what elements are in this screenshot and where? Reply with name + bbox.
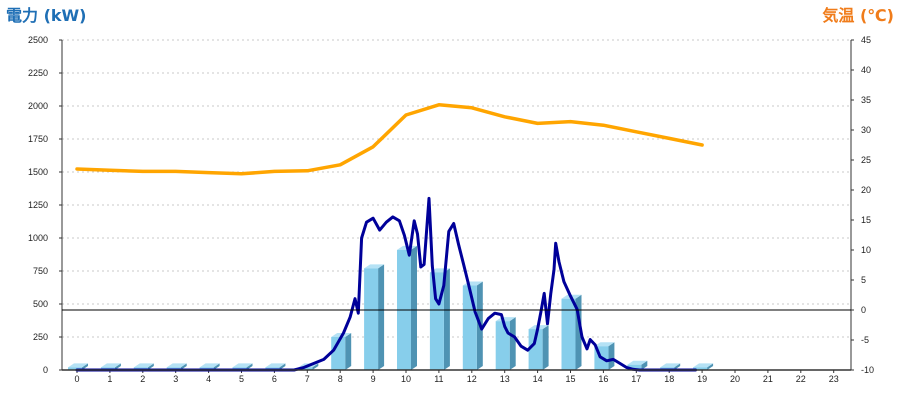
power-bar — [693, 363, 714, 370]
x-axis: 0 1 2 3 4 5 6 7 8 9 10 11 12 13 14 15 16 17 18 19 20 21 22 23 — [74, 370, 839, 384]
x-tick-label: 19 — [697, 374, 707, 384]
power-bars — [68, 245, 714, 370]
right-tick-label: -10 — [861, 365, 874, 375]
power-bar — [68, 363, 88, 370]
x-tick-label: 23 — [829, 374, 839, 384]
x-tick-label: 17 — [631, 374, 641, 384]
x-tick-label: 11 — [434, 374, 443, 384]
x-tick-label: 10 — [401, 374, 411, 384]
right-tick-label: 10 — [861, 245, 871, 255]
temperature-line — [75, 103, 704, 176]
left-tick-label: 1250 — [28, 200, 48, 210]
x-tick-label: 22 — [796, 374, 806, 384]
right-tick-label: 15 — [861, 215, 871, 225]
right-tick-label: 40 — [861, 65, 871, 75]
left-axis-title: 電力 (kW) — [6, 6, 87, 25]
left-tick-label: 500 — [33, 299, 48, 309]
x-tick-label: 4 — [206, 374, 211, 384]
right-tick-label: 5 — [861, 275, 866, 285]
left-axis: 0 250 500 750 1000 1250 1500 1750 2000 2250 2500 — [28, 35, 62, 375]
plot-frame — [61, 40, 852, 371]
left-tick-label: 250 — [33, 332, 48, 342]
power-bar — [495, 317, 516, 370]
left-tick-label: 1500 — [28, 167, 48, 177]
power-bar — [528, 325, 549, 370]
power-bar — [561, 294, 582, 370]
left-tick-label: 1000 — [28, 233, 48, 243]
right-axis-title: 気温 (℃) — [822, 6, 894, 25]
x-tick-label: 8 — [338, 374, 343, 384]
data-lines — [75, 103, 704, 372]
left-tick-label: 750 — [33, 266, 48, 276]
power-line — [75, 196, 697, 372]
right-tick-label: 30 — [861, 125, 871, 135]
left-tick-label: 1750 — [28, 134, 48, 144]
x-tick-label: 2 — [140, 374, 145, 384]
x-tick-label: 15 — [565, 374, 575, 384]
x-tick-label: 12 — [467, 374, 477, 384]
x-tick-label: 13 — [500, 374, 510, 384]
power-bar — [627, 360, 648, 370]
power-bar — [331, 333, 352, 370]
x-tick-label: 6 — [272, 374, 277, 384]
left-tick-label: 2500 — [28, 35, 48, 45]
x-tick-label: 1 — [107, 374, 112, 384]
x-tick-label: 21 — [763, 374, 773, 384]
right-tick-label: 25 — [861, 155, 871, 165]
gridlines — [62, 39, 851, 338]
x-tick-label: 20 — [730, 374, 740, 384]
x-tick-label: 16 — [598, 374, 608, 384]
power-bar — [364, 264, 385, 370]
x-tick-label: 7 — [305, 374, 310, 384]
x-tick-label: 14 — [533, 374, 543, 384]
x-tick-label: 5 — [239, 374, 244, 384]
right-axis: -10 -5 0 5 10 15 20 25 30 35 40 45 — [851, 35, 874, 375]
left-tick-label: 0 — [43, 365, 48, 375]
right-tick-label: 0 — [861, 305, 866, 315]
x-tick-label: 0 — [74, 374, 79, 384]
x-tick-label: 9 — [371, 374, 376, 384]
right-tick-label: 45 — [861, 35, 871, 45]
left-tick-label: 2000 — [28, 101, 48, 111]
left-tick-label: 2250 — [28, 68, 48, 78]
right-tick-label: 20 — [861, 185, 871, 195]
x-tick-label: 18 — [664, 374, 674, 384]
power-bar — [397, 245, 417, 370]
x-tick-label: 3 — [173, 374, 178, 384]
right-tick-label: 35 — [861, 95, 871, 105]
right-tick-label: -5 — [861, 335, 869, 345]
